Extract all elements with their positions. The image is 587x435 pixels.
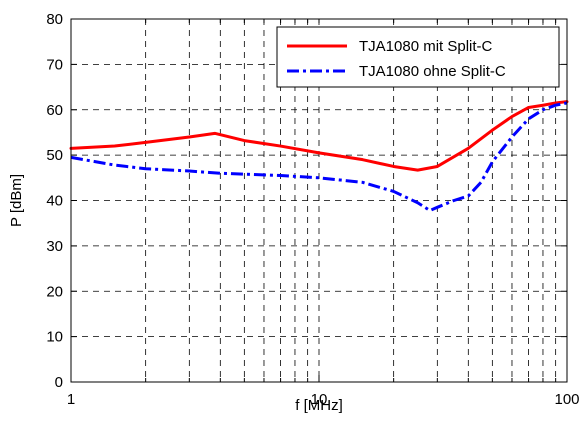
series-line-0 bbox=[69, 100, 569, 172]
x-tick-label: 10 bbox=[311, 391, 328, 408]
y-tick-label: 60 bbox=[46, 102, 63, 119]
legend-box bbox=[276, 26, 560, 88]
x-tick-label: 100 bbox=[554, 391, 579, 408]
y-tick-label: 30 bbox=[46, 238, 63, 255]
series-line-1 bbox=[70, 101, 568, 212]
legend-label-ohne-split-c: TJA1080 ohne Split-C bbox=[359, 63, 506, 80]
x-axis-label: f [MHz] bbox=[295, 397, 343, 414]
y-tick-label: 20 bbox=[46, 283, 63, 300]
x-tick-label: 1 bbox=[67, 391, 75, 408]
y-tick-label: 50 bbox=[46, 147, 63, 164]
y-axis-label: P [dBm] bbox=[8, 174, 25, 227]
y-tick-label: 80 bbox=[46, 11, 63, 28]
legend-label-mit-split-c: TJA1080 mit Split-C bbox=[359, 38, 493, 55]
tick-layer: 0 10 20 30 40 50 60 70 80 1 10 100 bbox=[46, 11, 579, 408]
series-layer bbox=[69, 100, 569, 212]
y-tick-label: 10 bbox=[46, 329, 63, 346]
y-tick-label: 40 bbox=[46, 193, 63, 210]
y-tick-label: 70 bbox=[46, 56, 63, 73]
legend: TJA1080 mit Split-C TJA1080 ohne Split-C bbox=[276, 26, 560, 88]
y-tick-label: 0 bbox=[55, 374, 63, 391]
